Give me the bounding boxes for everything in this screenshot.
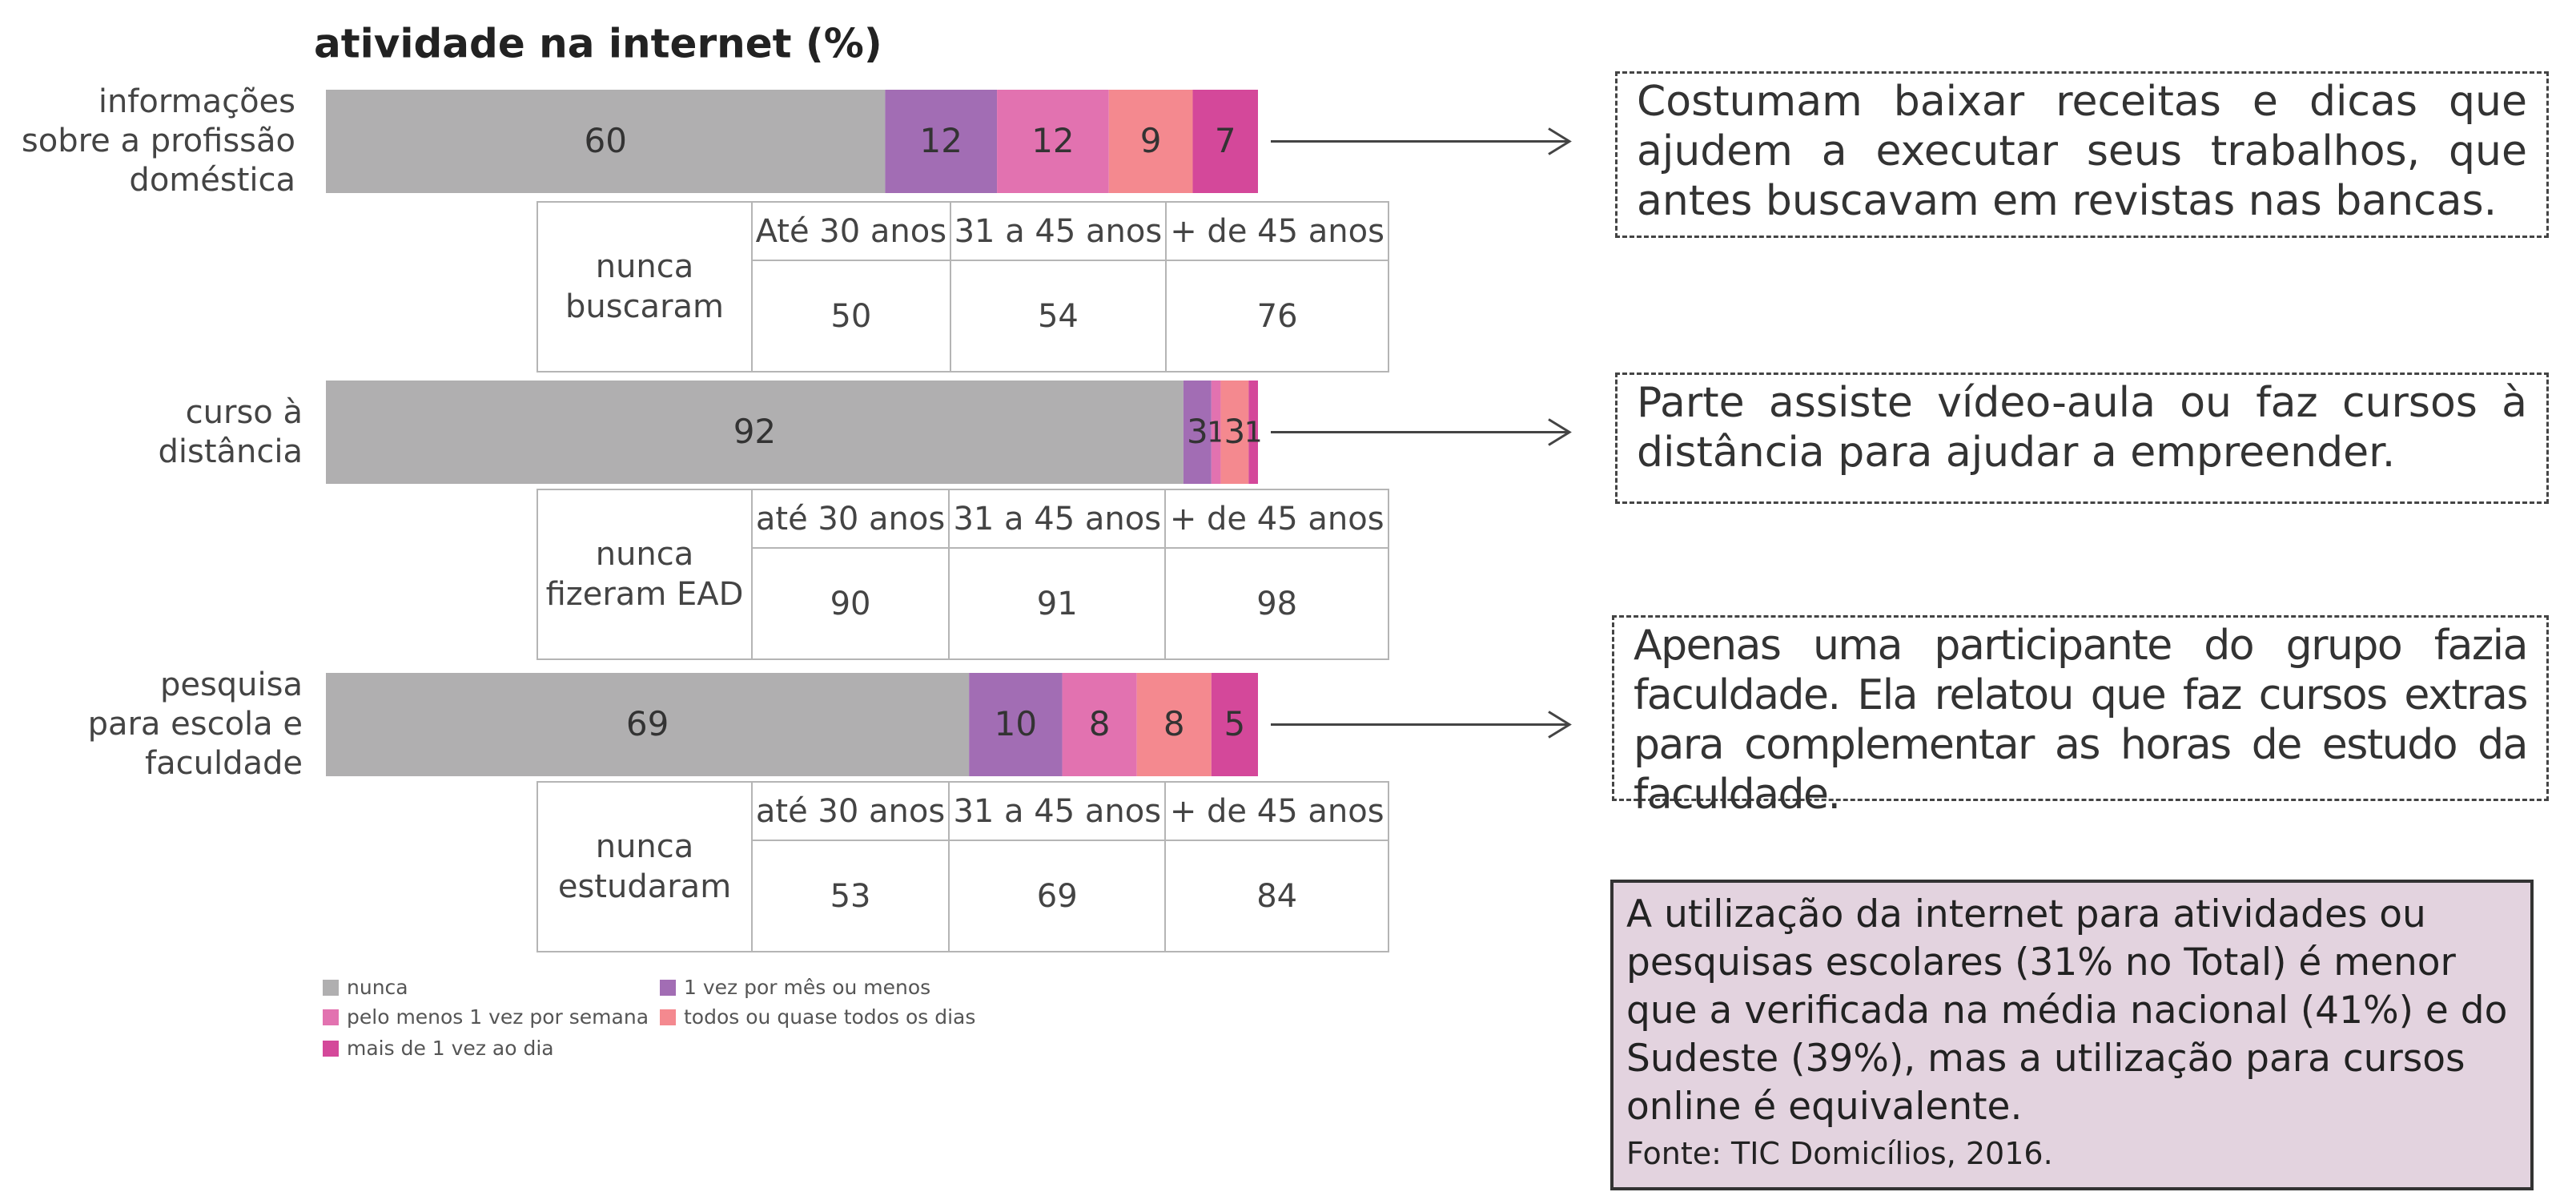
summary-text: A utilização da internet para atividades… [1626, 892, 2508, 1129]
bar-segment [969, 673, 1063, 776]
chart-title: atividade na internet (%) [314, 21, 882, 67]
table-header: 31 a 45 anos [948, 489, 1167, 549]
bar-segment [1211, 673, 1258, 776]
value-label: 3 [1187, 412, 1208, 451]
legend-label: mais de 1 vez ao dia [347, 1037, 554, 1060]
value-label: 69 [626, 704, 669, 743]
legend-swatch [323, 1009, 339, 1025]
table-row: 53 69 84 [537, 840, 1389, 952]
table-row: nunca buscaram Até 30 anos 31 a 45 anos + d… [536, 201, 1389, 372]
value-label: 9 [1140, 121, 1162, 160]
bar-segment [1183, 381, 1212, 484]
table-cell: 76 [1165, 260, 1389, 372]
legend-label: pelo menos 1 vez por semana [347, 1005, 649, 1029]
value-label: 8 [1089, 704, 1111, 743]
summary-source: Fonte: TIC Domicílios, 2016. [1626, 1136, 2053, 1171]
bar-segment [1192, 90, 1258, 193]
legend-swatch [323, 980, 339, 996]
bar-segment [1108, 90, 1193, 193]
value-label: 60 [584, 121, 626, 160]
bar-segment [1248, 381, 1258, 484]
table-row: nunca estudaram até 30 anos 31 a 45 anos + … [536, 781, 1389, 952]
arrow-head [1548, 711, 1572, 739]
table-header: 31 a 45 anos [948, 781, 1167, 841]
table-row-label: nunca buscaram [536, 201, 753, 372]
table-row-label: nunca estudaram [536, 781, 753, 952]
summary-box: A utilização da internet para atividades… [1610, 880, 2534, 1190]
data-table: nunca buscaram Até 30 anos 31 a 45 anos + d… [536, 201, 1389, 372]
table-header: até 30 anos [750, 781, 950, 841]
bar-segment [997, 90, 1109, 193]
category-label: pesquisa para escola e faculdade [87, 666, 303, 782]
value-label: 1 [1207, 417, 1225, 449]
table-cell: 53 [750, 840, 950, 952]
table-header: até 30 anos [750, 489, 950, 549]
data-table: nunca estudaram até 30 anos 31 a 45 anos + … [536, 781, 1389, 952]
table-header: + de 45 anos [1165, 201, 1389, 261]
value-label: 12 [1031, 121, 1074, 160]
note-box: Parte assiste vídeo-aula ou faz cursos à… [1615, 372, 2549, 504]
bar-segment [885, 90, 998, 193]
value-label: 92 [733, 412, 776, 451]
bar-segment [1211, 381, 1221, 484]
legend-label: nunca [347, 976, 408, 999]
table-cell: 98 [1164, 547, 1389, 660]
value-label: 10 [995, 704, 1037, 743]
bar-segment [1220, 381, 1249, 484]
table-header: + de 45 anos [1164, 781, 1389, 841]
table-cell: 54 [949, 260, 1167, 372]
table-header: + de 45 anos [1164, 489, 1389, 549]
category-label: informações sobre a profissão doméstica [21, 83, 295, 199]
value-label: 3 [1224, 412, 1246, 451]
note-box: Apenas uma participante do grupo fazia f… [1612, 615, 2549, 819]
table-cell: 90 [750, 547, 950, 660]
legend-label: 1 vez por mês ou menos [684, 976, 930, 999]
value-label: 8 [1163, 704, 1185, 743]
bar-segment [1062, 673, 1137, 776]
value-label: 12 [920, 121, 962, 160]
arrow-head [1548, 418, 1572, 446]
table-row: 50 54 76 [537, 260, 1389, 372]
bar-segment [326, 673, 970, 776]
table-cell: 69 [948, 840, 1167, 952]
table-row: nunca fizeram EAD até 30 anos 31 a 45 anos… [536, 489, 1389, 660]
legend-swatch [660, 980, 676, 996]
legend-swatch [323, 1041, 339, 1057]
table-header: 31 a 45 anos [949, 201, 1167, 261]
table-row-label: nunca fizeram EAD [536, 489, 753, 660]
legend-swatch [660, 1009, 676, 1025]
data-table: nunca fizeram EAD até 30 anos 31 a 45 anos… [536, 489, 1389, 660]
table-row: 90 91 98 [537, 547, 1389, 660]
value-label: 1 [1244, 417, 1263, 449]
table-cell: 84 [1164, 840, 1389, 952]
value-label: 5 [1224, 704, 1246, 743]
note-box: Costumam baixar receitas e dicas que aju… [1615, 71, 2549, 238]
category-label: curso à distância [158, 393, 303, 470]
table-header: Até 30 anos [751, 201, 951, 261]
value-label: 7 [1215, 121, 1236, 160]
table-cell: 50 [751, 260, 951, 372]
bar-segment [326, 90, 886, 193]
bar-segment [1136, 673, 1212, 776]
legend-label: todos ou quase todos os dias [684, 1005, 975, 1029]
arrow-head [1548, 127, 1572, 155]
bar-segment [326, 381, 1184, 484]
table-cell: 91 [948, 547, 1167, 660]
